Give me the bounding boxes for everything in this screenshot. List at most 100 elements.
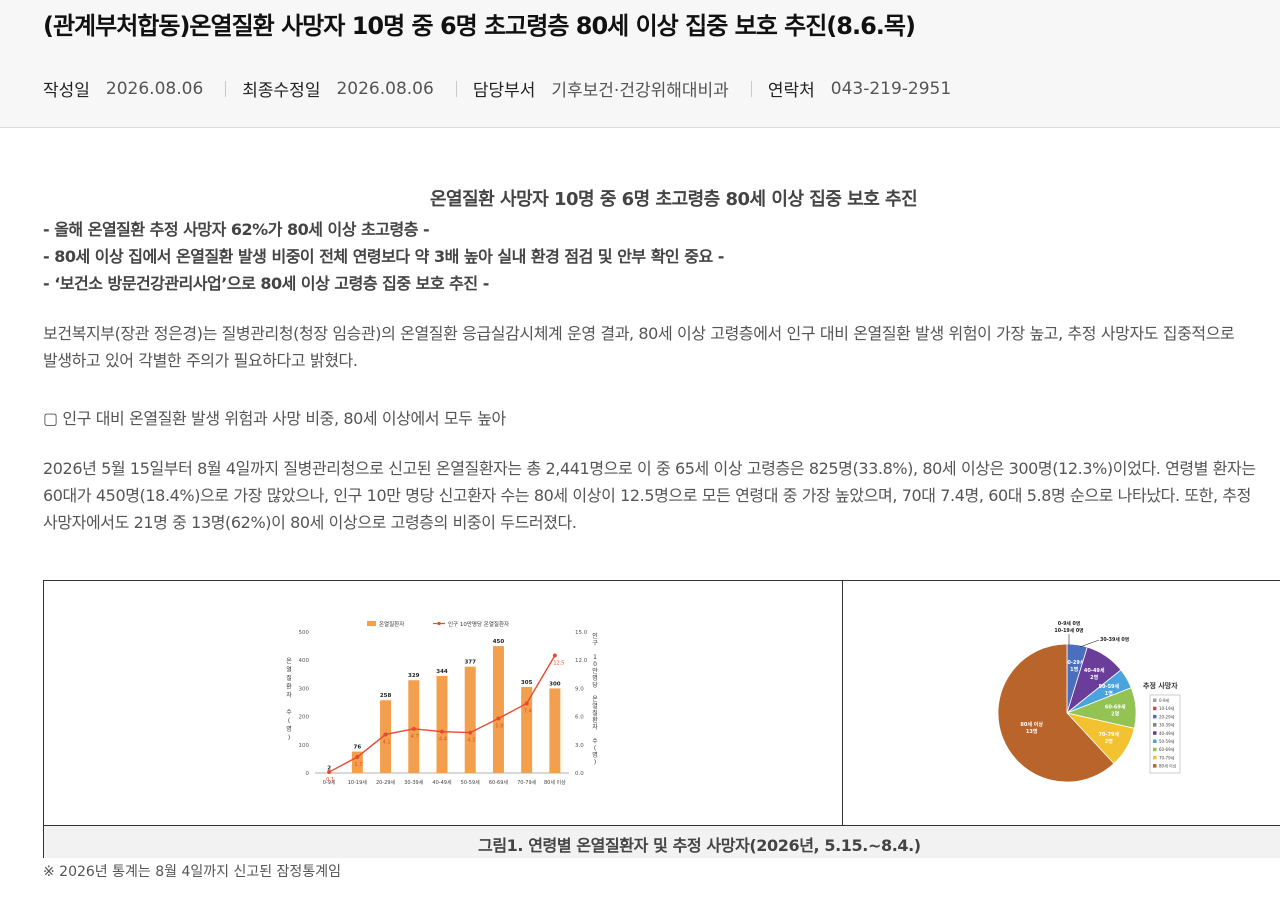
bar-value-label: 258: [380, 693, 392, 699]
meta-contact-value: 043-219-2951: [830, 78, 952, 99]
bar-value-label: 2: [327, 765, 331, 771]
rate-value-label: 4.4: [439, 737, 447, 743]
pie-legend-swatch: [1153, 723, 1157, 727]
slice-count: 13명: [1026, 728, 1038, 735]
rate-marker: [355, 755, 360, 760]
legend-swatch-bar: [367, 621, 376, 626]
meta-info: 작성일 2026.08.06 최종수정일 2026.08.06 담당부서 기후보…: [43, 76, 952, 102]
rate-value-label: 5.8: [495, 723, 503, 729]
meta-dept-label: 담당부서: [472, 81, 536, 101]
paragraph-line: 2026년 5월 15일부터 8월 4일까지 질병관리청으로 신고된 온열질환자…: [43, 459, 1256, 478]
bar: [351, 751, 363, 773]
bar: [380, 700, 392, 773]
meta-modified-label: 최종수정일: [242, 81, 321, 101]
bar-line-chart: 0 100 200 300 400 500 0.0 3.0 6.0 9.0 12.0 15.0 온 열 질 환…: [286, 620, 598, 786]
meta-dept-value: 기후보건·건강위해대비과: [551, 81, 729, 101]
paragraph-line: 60대가 450명(18.4%)으로 가장 많았으나, 인구 10만 명당 신고…: [43, 486, 1251, 505]
summary-bullet: - 올해 온열질환 추정 사망자 62%가 80세 이상 초고령층 -: [43, 220, 430, 239]
slice-label: 20-29세: [1064, 659, 1085, 666]
x-tick-label: 20-29세: [376, 779, 396, 786]
footnote: ※ 2026년 통계는 8월 4일까지 신고된 잠정통계임: [43, 864, 341, 880]
rate-value-label: 12.5: [553, 661, 564, 667]
pie-legend-label: 10-19세: [1159, 705, 1175, 711]
pie-legend-label: 30-39세: [1159, 722, 1175, 728]
bar-value-label: 329: [408, 673, 420, 679]
pie-slice: [997, 643, 1115, 783]
slice-label: 70-79세: [1099, 731, 1120, 738]
bar: [436, 675, 448, 773]
meta-divider: [225, 80, 227, 97]
pie-legend-label: 20-29세: [1159, 713, 1175, 719]
rate-marker: [468, 730, 473, 735]
pie-legend-swatch: [1153, 706, 1157, 711]
section-heading: ▢ 인구 대비 온열질환 발생 위험과 사망 비중, 80세 이상에서 모두 높…: [43, 409, 506, 428]
slice-count: 2명: [1090, 674, 1098, 681]
bar: [521, 686, 533, 773]
meta-divider: [750, 80, 752, 97]
rate-value-label: 7.4: [524, 708, 532, 714]
meta-created-value: 2026.08.06: [105, 78, 204, 99]
bar-value-label: 305: [521, 680, 533, 686]
x-tick-label: 70-79세: [517, 779, 537, 786]
x-tick-label: 80세 이상: [544, 779, 566, 786]
slice-callout: 0-9세 0명: [1058, 620, 1081, 627]
figure-cell-pie-chart: 20-29세 1명 40-49세 2명 50-59세 1명 60-69세 2명 70-79세 2명…: [843, 581, 1280, 825]
pie-legend-label: 80세 이상: [1159, 763, 1177, 769]
rate-value-label: 0.1: [326, 777, 334, 783]
page-title: (관계부처합동)온열질환 사망자 10명 중 6명 초고령층 80세 이상 집중…: [43, 12, 916, 40]
pie-legend-swatch: [1153, 739, 1157, 743]
slice-label: 40-49세: [1084, 667, 1105, 674]
paragraph-line: 사망자에서도 21명 중 13명(62%)이 80세 이상으로 고령층의 비중이…: [43, 513, 577, 532]
meta-modified-value: 2026.08.06: [336, 78, 434, 99]
bar: [408, 680, 420, 773]
bar-value-label: 344: [436, 669, 448, 675]
pie-legend-swatch: [1153, 755, 1157, 760]
legend-label-bar: 온열질환자: [379, 620, 404, 628]
x-tick-label: 60-69세: [489, 779, 509, 786]
figure-cell-bar-chart: 0 100 200 300 400 500 0.0 3.0 6.0 9.0 12.0 15.0 온 열 질 환…: [44, 581, 843, 825]
y2-tick-label: 3.0: [575, 743, 584, 749]
rate-value-label: 1.7: [354, 762, 362, 768]
y-tick-label: 200: [299, 715, 310, 721]
rate-marker: [411, 726, 416, 731]
y-tick-label: 100: [299, 743, 310, 749]
paragraph-line: 발생하고 있어 각별한 주의가 필요하다고 밝혔다.: [43, 351, 358, 370]
y2-tick-label: 9.0: [575, 686, 584, 692]
bar-value-label: 300: [549, 681, 561, 687]
rate-marker: [440, 729, 444, 734]
slice-count: 1명: [1070, 666, 1078, 673]
x-tick-label: 10-19세: [348, 779, 368, 786]
bar: [464, 666, 476, 773]
bar: [549, 688, 561, 773]
rate-value-label: 4.7: [411, 734, 419, 740]
pie-legend-label: 70-79세: [1159, 754, 1175, 760]
summary-bullet: - 80세 이상 집에서 온열질환 발생 비중이 전체 연령보다 약 3배 높아…: [43, 247, 724, 266]
summary-bullet: - ‘보건소 방문건강관리사업’으로 80세 이상 고령층 집중 보호 추진 -: [43, 274, 489, 293]
slice-callout: 10-19세 0명: [1054, 627, 1083, 634]
y2-tick-label: 6.0: [575, 715, 584, 721]
y-tick-label: 300: [299, 686, 310, 692]
x-tick-label: 50-59세: [461, 779, 481, 786]
page-header: (관계부처합동)온열질환 사망자 10명 중 6명 초고령층 80세 이상 집중…: [0, 0, 1280, 128]
article-subtitle: 온열질환 사망자 10명 중 6명 초고령층 80세 이상 집중 보호 추진: [430, 189, 918, 210]
meta-created-label: 작성일: [43, 81, 90, 101]
rate-marker: [327, 770, 332, 775]
slice-count: 1명: [1105, 690, 1113, 697]
legend-label-line: 인구 10만명당 온열질환자: [448, 620, 509, 628]
pie-legend-label: 40-49세: [1159, 730, 1175, 736]
y-tick-label: 500: [299, 630, 310, 636]
slice-count: 2명: [1111, 710, 1119, 717]
slice-label: 60-69세: [1105, 703, 1126, 710]
bar-value-label: 76: [354, 745, 362, 751]
y2-tick-label: 15.0: [575, 630, 588, 636]
meta-divider: [455, 80, 457, 97]
x-tick-label: 30-39세: [404, 779, 424, 786]
legend-marker-line: [437, 621, 441, 626]
slice-count: 2명: [1105, 738, 1113, 745]
slice-label: 80세 이상: [1020, 721, 1043, 728]
pie-legend-swatch: [1153, 764, 1157, 768]
pie-legend-swatch: [1153, 698, 1157, 702]
